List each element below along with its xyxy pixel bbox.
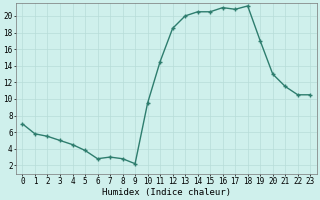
- X-axis label: Humidex (Indice chaleur): Humidex (Indice chaleur): [102, 188, 231, 197]
